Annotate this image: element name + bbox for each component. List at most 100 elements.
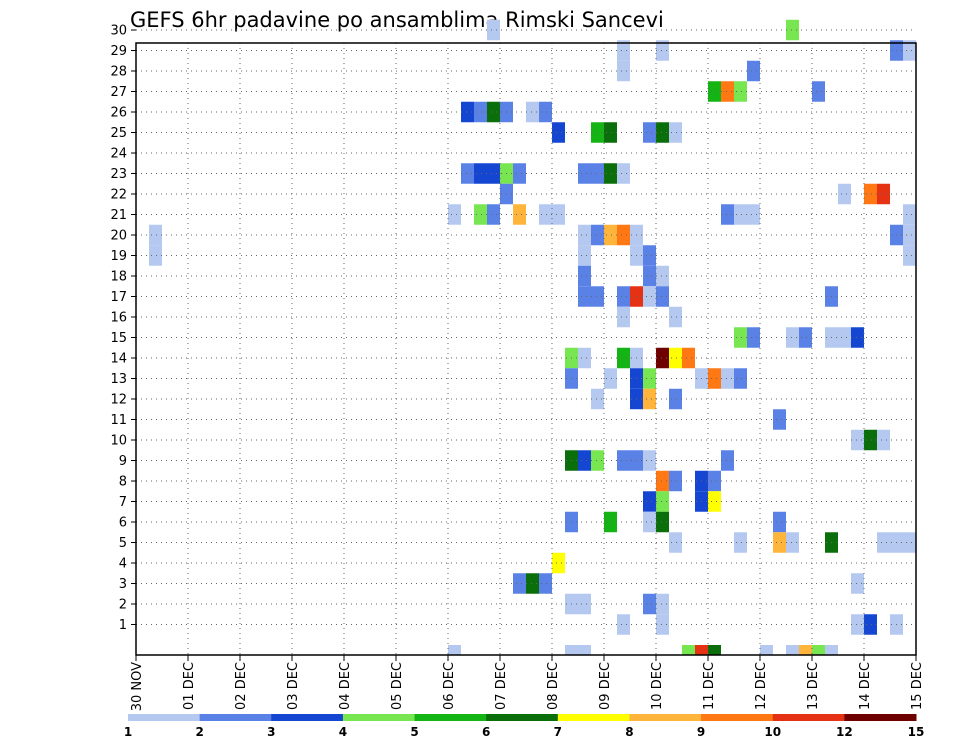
legend-swatch	[844, 714, 917, 721]
precip-cell	[578, 245, 591, 266]
precip-cell	[643, 450, 656, 471]
legend-swatch	[199, 714, 272, 721]
precip-cell	[513, 204, 526, 225]
y-tick-label: 8	[119, 475, 127, 490]
precip-cell	[734, 368, 747, 389]
precip-cell	[643, 593, 656, 615]
x-tick-label: 14 DEC	[858, 662, 873, 710]
x-tick-label: 13 DEC	[806, 662, 821, 710]
y-tick-label: 3	[119, 577, 127, 592]
precip-cell	[617, 614, 630, 635]
legend-label: 8	[625, 725, 633, 739]
precip-cell	[656, 286, 669, 307]
y-tick-label: 12	[110, 393, 127, 408]
precip-cell	[734, 81, 747, 102]
y-tick-label: 5	[119, 536, 127, 551]
dotted-grid	[136, 29, 916, 655]
y-tick-label: 17	[110, 290, 127, 305]
precip-cell	[461, 101, 474, 123]
precip-cell	[487, 163, 500, 184]
precip-cell	[773, 409, 786, 430]
precip-cell	[760, 645, 773, 655]
precip-cell	[539, 101, 552, 123]
precip-cell	[604, 224, 617, 246]
legend-label: 9	[697, 725, 705, 739]
precip-cell	[461, 163, 474, 184]
precip-cell	[734, 532, 747, 553]
precip-cell	[669, 306, 682, 328]
precip-cell	[643, 368, 656, 389]
precip-cell	[838, 327, 851, 348]
y-tick-label: 30	[110, 24, 127, 39]
precip-cell	[474, 101, 487, 123]
precip-cell	[617, 163, 630, 184]
y-tick-label: 28	[110, 65, 127, 80]
precip-cell	[786, 19, 799, 41]
x-tick-label: 30 NOV	[130, 662, 145, 711]
plot-frame	[135, 42, 917, 656]
precip-cell	[617, 224, 630, 246]
legend-label: 1	[124, 725, 132, 739]
precip-cell	[838, 183, 851, 205]
precip-cell	[591, 122, 604, 143]
precip-cell	[617, 40, 630, 61]
precip-cell	[747, 327, 760, 348]
precip-cell	[513, 573, 526, 594]
precip-cell	[591, 388, 604, 410]
x-tick-label: 08 DEC	[546, 662, 561, 710]
precip-cell	[565, 645, 578, 655]
precip-cell	[721, 368, 734, 389]
y-tick-label: 18	[110, 270, 127, 285]
precip-cell	[552, 204, 565, 225]
legend-label: 12	[836, 725, 853, 739]
y-tick-label: 11	[110, 413, 127, 428]
x-tick-label: 06 DEC	[442, 662, 457, 710]
y-tick-label: 24	[110, 147, 127, 162]
y-tick-label: 6	[119, 516, 127, 531]
precip-cell	[617, 60, 630, 82]
precip-cell	[708, 368, 721, 389]
precip-cell	[617, 347, 630, 369]
precip-cell	[656, 347, 669, 369]
precip-cell	[643, 511, 656, 533]
precip-cell	[487, 101, 500, 123]
precip-cell	[487, 19, 500, 41]
precip-cell	[786, 645, 799, 655]
y-tick-label: 15	[110, 331, 127, 346]
precip-cell	[578, 265, 591, 287]
precip-cell	[448, 645, 461, 655]
legend-label: 7	[554, 725, 562, 739]
precip-cell	[773, 532, 786, 553]
legend-label: 3	[267, 725, 275, 739]
legend-label: 6	[482, 725, 490, 739]
y-tick-label: 4	[119, 557, 127, 572]
precip-cell	[552, 552, 565, 574]
y-tick-label: 10	[110, 434, 127, 449]
y-tick-label: 9	[119, 454, 127, 469]
precip-cell	[656, 265, 669, 287]
legend-swatch	[557, 714, 630, 721]
precip-cell	[591, 286, 604, 307]
color-legend: 12345678910121520	[124, 714, 924, 739]
precip-cell	[604, 122, 617, 143]
legend-swatch	[772, 714, 845, 721]
x-tick-label: 03 DEC	[286, 662, 301, 710]
precip-cell	[786, 327, 799, 348]
precip-cell	[643, 388, 656, 410]
precip-cell	[149, 245, 162, 266]
precip-cell	[747, 60, 760, 82]
precip-cell	[487, 204, 500, 225]
x-tick-label: 11 DEC	[702, 662, 717, 710]
precip-cell	[656, 40, 669, 61]
x-tick-label: 02 DEC	[234, 662, 249, 710]
legend-label: 2	[195, 725, 203, 739]
precip-cell	[877, 183, 890, 205]
y-tick-label: 7	[119, 495, 127, 510]
precip-cell	[903, 532, 916, 553]
y-axis-member-ticks: 1234567891011121314151617181920212223242…	[110, 24, 136, 633]
precip-cell	[591, 450, 604, 471]
precip-cell	[773, 511, 786, 533]
precip-cell	[903, 40, 916, 61]
precip-cell	[539, 204, 552, 225]
precip-cell	[604, 511, 617, 533]
